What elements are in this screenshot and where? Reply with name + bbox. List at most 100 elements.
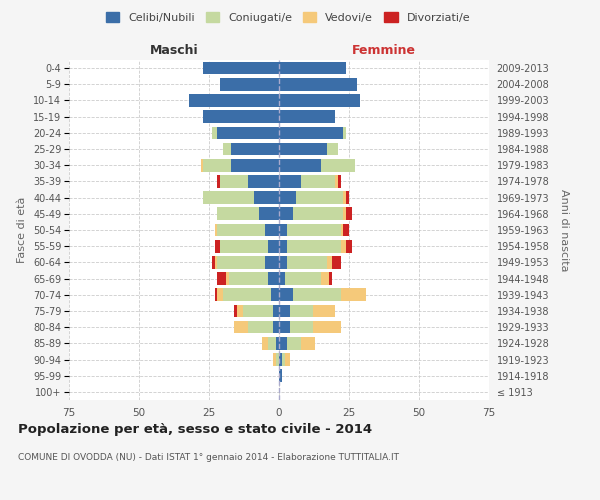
Bar — [301, 175, 335, 188]
Bar — [341, 288, 366, 301]
Bar — [276, 337, 279, 349]
Bar — [265, 256, 279, 268]
Bar — [276, 353, 279, 366]
Bar — [296, 192, 343, 204]
Bar — [335, 175, 338, 188]
Bar — [293, 288, 341, 301]
Bar — [279, 142, 326, 156]
Bar — [332, 256, 341, 268]
Bar — [343, 208, 346, 220]
Y-axis label: Anni di nascita: Anni di nascita — [559, 188, 569, 271]
Bar — [293, 208, 343, 220]
Bar — [279, 192, 296, 204]
Bar — [200, 159, 203, 172]
Bar — [290, 304, 313, 318]
Bar — [217, 126, 279, 139]
Bar — [279, 370, 282, 382]
Bar — [203, 110, 279, 123]
Bar — [279, 208, 293, 220]
Bar — [341, 224, 343, 236]
Bar — [279, 62, 346, 74]
Bar — [220, 240, 268, 252]
Bar — [217, 208, 259, 220]
Bar — [338, 175, 341, 188]
Bar — [279, 126, 343, 139]
Bar — [326, 142, 338, 156]
Bar — [274, 353, 276, 366]
Bar — [220, 175, 248, 188]
Bar — [279, 288, 293, 301]
Bar — [321, 272, 329, 285]
Bar — [279, 78, 358, 90]
Bar — [217, 272, 226, 285]
Bar — [279, 110, 335, 123]
Bar — [321, 159, 355, 172]
Bar — [279, 256, 287, 268]
Bar — [343, 224, 349, 236]
Bar — [248, 175, 279, 188]
Bar — [217, 256, 265, 268]
Bar — [341, 240, 346, 252]
Bar — [229, 272, 268, 285]
Bar — [279, 272, 284, 285]
Bar — [279, 240, 287, 252]
Bar — [217, 224, 265, 236]
Bar — [217, 175, 220, 188]
Bar — [242, 304, 274, 318]
Bar — [220, 78, 279, 90]
Bar — [326, 256, 332, 268]
Bar — [259, 208, 279, 220]
Bar — [279, 175, 301, 188]
Bar — [282, 353, 284, 366]
Bar — [190, 94, 279, 107]
Bar — [262, 337, 268, 349]
Bar — [346, 240, 352, 252]
Bar — [343, 192, 346, 204]
Bar — [279, 94, 360, 107]
Bar — [279, 353, 282, 366]
Bar — [232, 159, 279, 172]
Text: COMUNE DI OVODDA (NU) - Dati ISTAT 1° gennaio 2014 - Elaborazione TUTTITALIA.IT: COMUNE DI OVODDA (NU) - Dati ISTAT 1° ge… — [18, 452, 399, 462]
Bar — [212, 256, 215, 268]
Bar — [279, 304, 290, 318]
Bar — [343, 126, 346, 139]
Bar — [313, 321, 341, 334]
Bar — [226, 272, 229, 285]
Bar — [313, 304, 335, 318]
Bar — [329, 272, 332, 285]
Bar — [346, 192, 349, 204]
Bar — [265, 224, 279, 236]
Bar — [234, 304, 237, 318]
Bar — [215, 288, 217, 301]
Bar — [287, 256, 326, 268]
Bar — [215, 240, 220, 252]
Bar — [248, 321, 274, 334]
Bar — [237, 304, 242, 318]
Bar — [268, 272, 279, 285]
Bar — [234, 321, 248, 334]
Text: Femmine: Femmine — [352, 44, 416, 58]
Bar — [287, 337, 301, 349]
Bar — [279, 224, 287, 236]
Bar — [203, 159, 232, 172]
Bar — [287, 224, 341, 236]
Bar — [284, 272, 321, 285]
Bar — [215, 256, 217, 268]
Bar — [271, 288, 279, 301]
Bar — [217, 288, 223, 301]
Bar — [284, 353, 290, 366]
Bar — [346, 208, 352, 220]
Bar — [274, 304, 279, 318]
Bar — [223, 288, 271, 301]
Bar — [279, 321, 290, 334]
Bar — [290, 321, 313, 334]
Text: Popolazione per età, sesso e stato civile - 2014: Popolazione per età, sesso e stato civil… — [18, 422, 372, 436]
Bar — [223, 142, 232, 156]
Bar — [279, 159, 321, 172]
Y-axis label: Fasce di età: Fasce di età — [17, 197, 28, 263]
Bar — [232, 142, 279, 156]
Bar — [287, 240, 341, 252]
Bar — [254, 192, 279, 204]
Text: Maschi: Maschi — [149, 44, 199, 58]
Bar — [279, 337, 287, 349]
